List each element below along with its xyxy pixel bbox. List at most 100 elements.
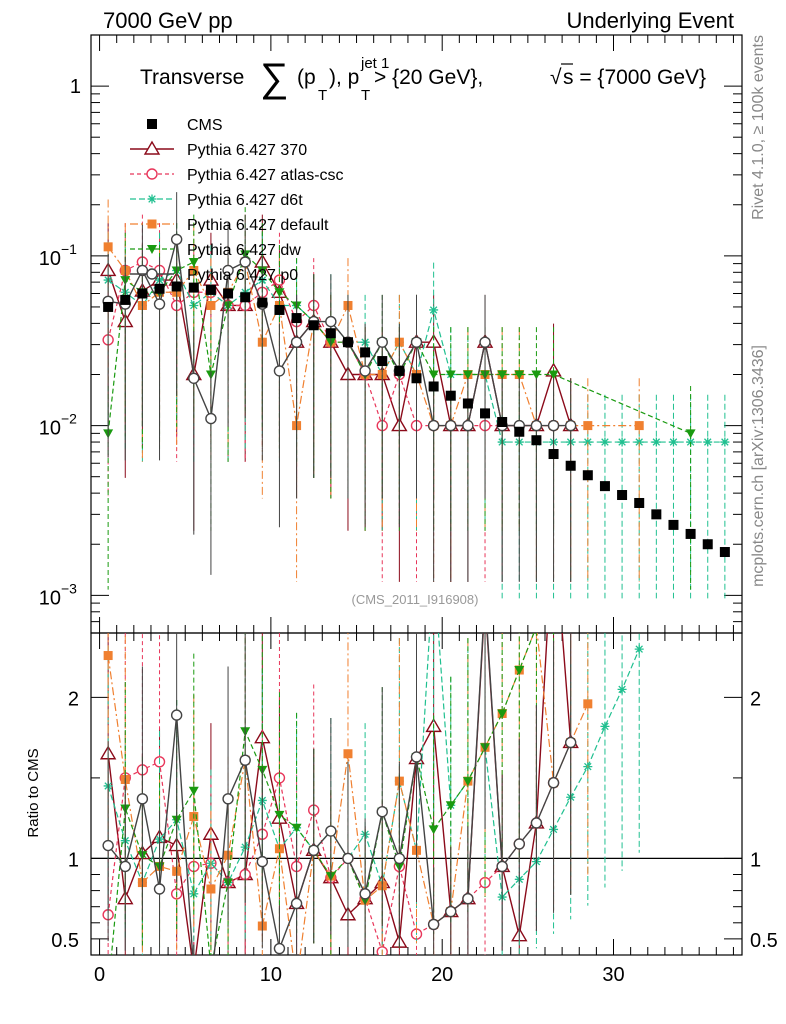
data-point xyxy=(479,336,491,348)
ratio-data-point xyxy=(308,844,320,857)
ratio-data-point xyxy=(428,825,439,835)
ratio-ytick-label-right: 2 xyxy=(750,688,761,710)
ratio-data-point xyxy=(189,968,199,978)
ratio-data-point xyxy=(393,852,406,865)
legend-marker xyxy=(147,194,157,204)
title-text-d: > {20 GeV}, xyxy=(374,66,483,89)
data-point xyxy=(239,256,251,268)
ratio-data-point xyxy=(376,806,388,818)
data-point xyxy=(188,257,199,267)
analysis-watermark: (CMS_2011_I916908) xyxy=(352,592,479,607)
legend-marker xyxy=(143,140,161,155)
ratio-data-point xyxy=(513,838,525,850)
cms-data-point xyxy=(428,381,439,392)
cms-data-point xyxy=(274,304,285,315)
ratio-data-point xyxy=(291,823,302,833)
title-sub-pt: T xyxy=(318,87,327,104)
ratio-data-point xyxy=(617,684,627,694)
legend-label: CMS xyxy=(187,117,223,134)
cms-data-point xyxy=(171,281,182,292)
ratio-data-point xyxy=(103,651,113,661)
ratio-series-line xyxy=(107,633,572,955)
cms-data-point xyxy=(565,460,576,471)
data-point xyxy=(583,437,593,447)
cms-data-point xyxy=(702,539,713,550)
data-point xyxy=(497,370,508,380)
cms-data-point xyxy=(291,313,302,324)
ratio-data-point xyxy=(274,810,285,820)
data-point xyxy=(290,336,303,348)
legend-marker xyxy=(147,245,157,254)
legend-label: Pythia 6.427 dw xyxy=(187,242,301,259)
legend-item-CMS: CMS xyxy=(147,117,223,134)
cms-data-point xyxy=(120,294,131,305)
cms-data-point xyxy=(651,509,662,520)
ratio-data-point xyxy=(119,860,131,873)
cms-data-point xyxy=(137,288,148,299)
ratio-data-point xyxy=(188,786,199,796)
legend-marker xyxy=(146,268,158,280)
plot-title: Transverse ∑ (p T ), p jet 1 T > {20 GeV… xyxy=(140,55,706,104)
ratio-ytick-label-right: 1 xyxy=(750,849,761,871)
cms-data-point xyxy=(531,435,542,446)
title-sup-jet: jet 1 xyxy=(360,55,389,72)
side-label-mcplots: mcplots.cern.ch [arXiv:1306.3436] xyxy=(750,345,767,587)
cms-data-point xyxy=(154,283,165,294)
ratio-data-point xyxy=(290,897,303,910)
main-ytick-exponent: −3 xyxy=(61,580,77,596)
ratio-data-point xyxy=(102,839,114,852)
ratio-data-point xyxy=(478,594,492,606)
ratio-data-point xyxy=(547,777,560,789)
data-point xyxy=(583,421,593,431)
header-right: Underlying Event xyxy=(566,8,734,33)
legend-marker xyxy=(146,168,158,180)
ratio-data-point xyxy=(600,721,610,731)
cms-data-point xyxy=(103,301,114,312)
cms-data-point xyxy=(223,288,234,299)
data-point xyxy=(206,300,216,310)
cms-data-point xyxy=(445,390,456,401)
legend-label: Pythia 6.427 atlas-csc xyxy=(187,167,344,184)
ratio-series xyxy=(99,594,644,997)
data-point xyxy=(188,372,200,384)
data-point xyxy=(205,412,217,425)
ratio-data-point xyxy=(530,817,543,829)
ratio-series-p370 xyxy=(99,594,579,976)
data-point xyxy=(548,370,559,380)
legend-item-p370: Pythia 6.427 370 xyxy=(130,140,307,159)
cms-data-point xyxy=(514,426,525,437)
title-sub-pt-jet: T xyxy=(361,87,370,104)
ratio-series-line xyxy=(107,633,572,955)
ratio-data-point xyxy=(583,699,593,709)
ratio-series-p0 xyxy=(102,633,577,997)
ratio-ylabel: Ratio to CMS xyxy=(25,748,42,837)
data-point xyxy=(325,315,337,328)
cms-data-point xyxy=(462,398,473,409)
data-point xyxy=(376,336,388,348)
ratio-data-point xyxy=(222,793,234,805)
data-point xyxy=(153,298,166,310)
title-sqrt: √ xyxy=(550,66,562,89)
series-line xyxy=(108,239,571,427)
legend-item-dw: Pythia 6.427 dw xyxy=(130,242,301,259)
title-text-b: (p xyxy=(297,66,316,89)
data-point xyxy=(170,233,183,246)
ratio-data-point xyxy=(187,964,201,976)
ratio-data-point xyxy=(496,860,508,873)
title-sum-symbol: ∑ xyxy=(260,56,289,100)
data-point xyxy=(222,264,234,277)
legend-item-atlas: Pythia 6.427 atlas-csc xyxy=(130,167,344,184)
data-point xyxy=(429,305,439,315)
data-point xyxy=(136,264,149,277)
series-default xyxy=(103,199,644,582)
ratio-data-point xyxy=(103,986,113,995)
ratio-series-line xyxy=(107,633,640,899)
data-point xyxy=(634,437,644,447)
data-point xyxy=(103,242,113,252)
data-point xyxy=(514,370,525,380)
ratio-data-point xyxy=(206,987,216,997)
ratio-data-point xyxy=(531,623,541,632)
cms-data-point xyxy=(240,292,251,303)
cms-data-point xyxy=(668,519,679,530)
cms-data-point xyxy=(188,282,199,293)
